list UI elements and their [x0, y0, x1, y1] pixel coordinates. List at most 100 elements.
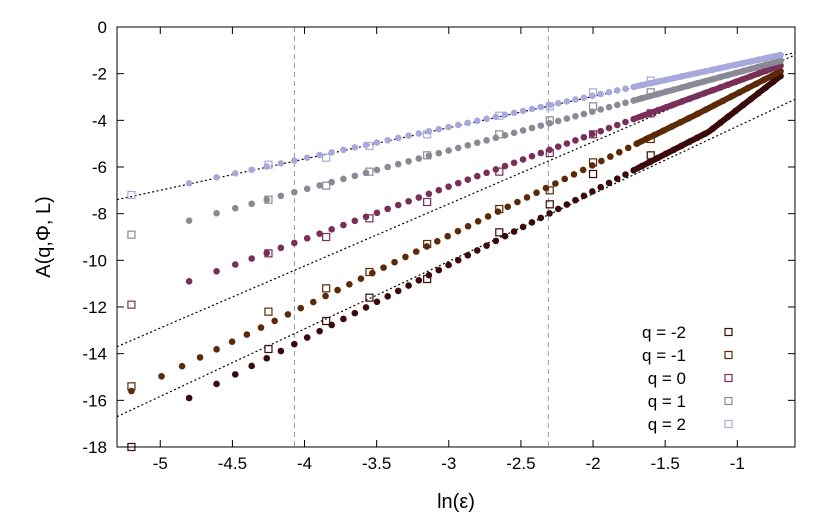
data-dot	[435, 149, 443, 157]
data-dot	[563, 115, 571, 122]
series-0	[127, 72, 784, 452]
data-dot	[185, 394, 193, 402]
data-square	[545, 102, 554, 111]
data-dot	[605, 179, 613, 187]
data-square	[588, 169, 598, 179]
data-dot	[423, 243, 431, 250]
data-square	[264, 344, 273, 354]
data-dot	[563, 201, 571, 208]
data-dot	[384, 205, 391, 213]
data-dot	[394, 134, 402, 142]
x-tick-label: -3.5	[362, 454, 391, 473]
y-tick-label: -10	[82, 251, 107, 270]
legend: q = -2 q = -1 q = 0 q = 1 q = 2	[642, 323, 733, 434]
data-dot	[605, 88, 613, 96]
data-dot	[473, 117, 481, 125]
data-dot	[523, 194, 531, 201]
data-dot	[158, 372, 165, 380]
data-dot	[605, 103, 613, 111]
data-dot	[346, 281, 353, 288]
data-dot	[291, 239, 298, 247]
data-dot	[351, 172, 359, 180]
data-dot	[510, 129, 518, 137]
data-dot	[435, 125, 443, 133]
data-dot	[277, 160, 285, 167]
data-dot	[405, 132, 412, 140]
data-dense-band	[633, 57, 784, 103]
data-dot	[178, 362, 186, 370]
x-tick-label: -2	[585, 454, 600, 473]
data-dot	[277, 192, 285, 200]
data-dot	[248, 166, 255, 174]
x-tick-label: -3	[441, 454, 456, 473]
data-dot	[369, 269, 376, 277]
data-dot	[185, 180, 193, 187]
data-dot	[316, 230, 323, 238]
legend-marker	[724, 419, 733, 429]
data-dense-band	[633, 52, 784, 90]
data-dot	[373, 209, 381, 217]
data-dot	[454, 179, 462, 187]
data-dot	[474, 218, 482, 225]
fit-line-1	[116, 54, 796, 348]
data-dot	[303, 334, 311, 341]
data-dot	[537, 103, 545, 111]
data-dot	[605, 124, 613, 132]
data-dot	[445, 261, 452, 269]
data-dot	[580, 133, 588, 141]
data-dot	[528, 124, 536, 132]
data-dot	[580, 192, 588, 200]
data-dot	[351, 144, 359, 151]
series-3	[127, 57, 784, 239]
data-square	[495, 130, 504, 139]
data-dot	[380, 264, 387, 271]
data-dot	[528, 219, 536, 226]
data-dot	[340, 146, 347, 154]
data-dot	[589, 130, 596, 138]
data-dot	[231, 371, 239, 378]
data-dot	[552, 180, 559, 187]
data-dot	[533, 189, 540, 197]
data-dot	[415, 194, 423, 201]
data-square	[127, 190, 136, 200]
data-square	[423, 274, 432, 284]
data-points	[127, 51, 784, 452]
data-dot	[405, 158, 412, 165]
legend-label: q = -2	[642, 323, 686, 342]
data-square	[322, 232, 331, 242]
data-dot	[607, 153, 614, 160]
data-square	[588, 158, 598, 167]
data-dot	[537, 149, 545, 157]
data-dot	[572, 96, 579, 103]
data-dot	[231, 261, 239, 268]
data-dot	[622, 99, 629, 107]
data-square	[495, 167, 504, 176]
data-dot	[415, 130, 423, 137]
data-dot	[444, 232, 451, 240]
y-tick-label: -2	[92, 65, 107, 84]
data-dot	[528, 105, 536, 113]
data-dot	[228, 338, 236, 346]
data-dot	[546, 101, 553, 109]
data-dot	[492, 237, 500, 245]
data-dot	[572, 112, 579, 120]
data-dot	[257, 324, 265, 331]
data-dot	[546, 210, 553, 217]
data-dot	[291, 188, 298, 196]
data-square	[588, 102, 598, 111]
data-dot	[597, 106, 605, 113]
data-dot	[394, 160, 402, 168]
data-dot	[483, 115, 490, 123]
data-square	[365, 141, 374, 151]
plot-frame	[116, 26, 796, 448]
data-square	[127, 230, 136, 239]
data-dot	[483, 136, 490, 144]
data-dot	[405, 197, 412, 205]
data-dot	[291, 157, 298, 164]
data-dot	[196, 354, 204, 361]
data-dot	[340, 221, 347, 229]
data-dot	[519, 127, 527, 134]
data-dot	[445, 123, 452, 131]
data-dot	[572, 137, 579, 144]
data-square	[127, 300, 136, 309]
